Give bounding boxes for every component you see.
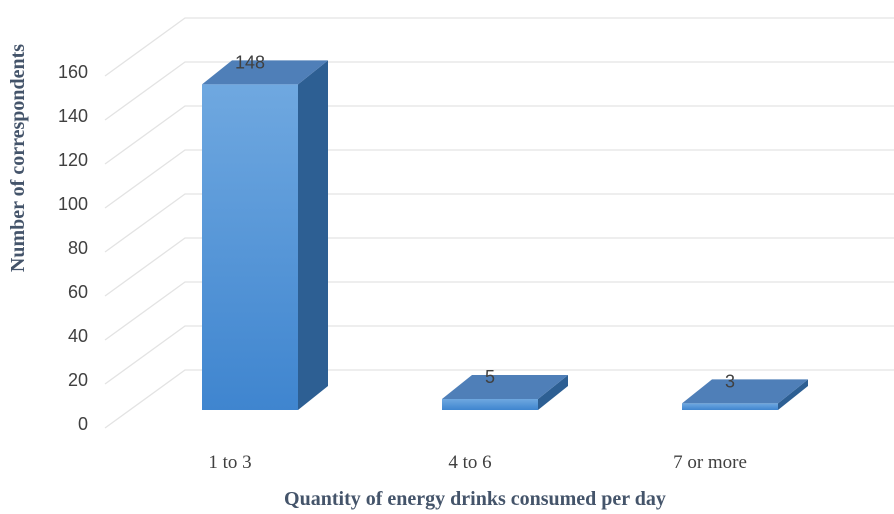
bar-front [682, 403, 778, 410]
gridline [104, 105, 894, 165]
y-tick-label: 80 [68, 238, 88, 258]
bar-top [442, 375, 568, 399]
x-category-label: 1 to 3 [208, 452, 251, 473]
bar [682, 379, 808, 410]
y-tick-label: 140 [58, 106, 88, 126]
gridline [104, 193, 894, 253]
gridline [104, 369, 894, 429]
gridline [104, 281, 894, 341]
y-tick-label: 20 [68, 370, 88, 390]
bar-side [298, 60, 328, 411]
y-tick-label: 120 [58, 150, 88, 170]
bar-top [682, 379, 808, 404]
y-tick-label: 100 [58, 194, 88, 214]
data-label: 3 [725, 371, 735, 391]
bar-side [538, 375, 568, 410]
x-axis-categories: 1 to 3 4 to 6 7 or more [208, 452, 747, 473]
x-category-label: 4 to 6 [448, 452, 491, 473]
bar-side [778, 379, 808, 410]
gridline [104, 325, 894, 385]
data-label: 5 [485, 367, 495, 387]
gridlines [104, 17, 894, 429]
bar-top [202, 60, 328, 85]
x-axis-title: Quantity of energy drinks consumed per d… [284, 488, 666, 510]
y-axis-title: Number of correspondents [7, 44, 29, 272]
y-tick-label: 60 [68, 282, 88, 302]
gridline [104, 61, 894, 121]
bar [202, 60, 328, 411]
gridline [104, 237, 894, 297]
gridline [104, 17, 894, 77]
gridline [104, 149, 894, 209]
data-labels: 148 5 3 [235, 52, 735, 391]
bar-front [202, 84, 298, 411]
bar-front [442, 399, 538, 410]
y-tick-label: 40 [68, 326, 88, 346]
x-category-label: 7 or more [673, 452, 747, 473]
bar [442, 375, 568, 410]
y-tick-label: 160 [58, 62, 88, 82]
data-label: 148 [235, 52, 265, 72]
y-tick-label: 0 [78, 414, 88, 434]
bars [202, 60, 808, 411]
y-axis-ticks: 0 20 40 60 80 100 120 140 160 [58, 62, 88, 434]
